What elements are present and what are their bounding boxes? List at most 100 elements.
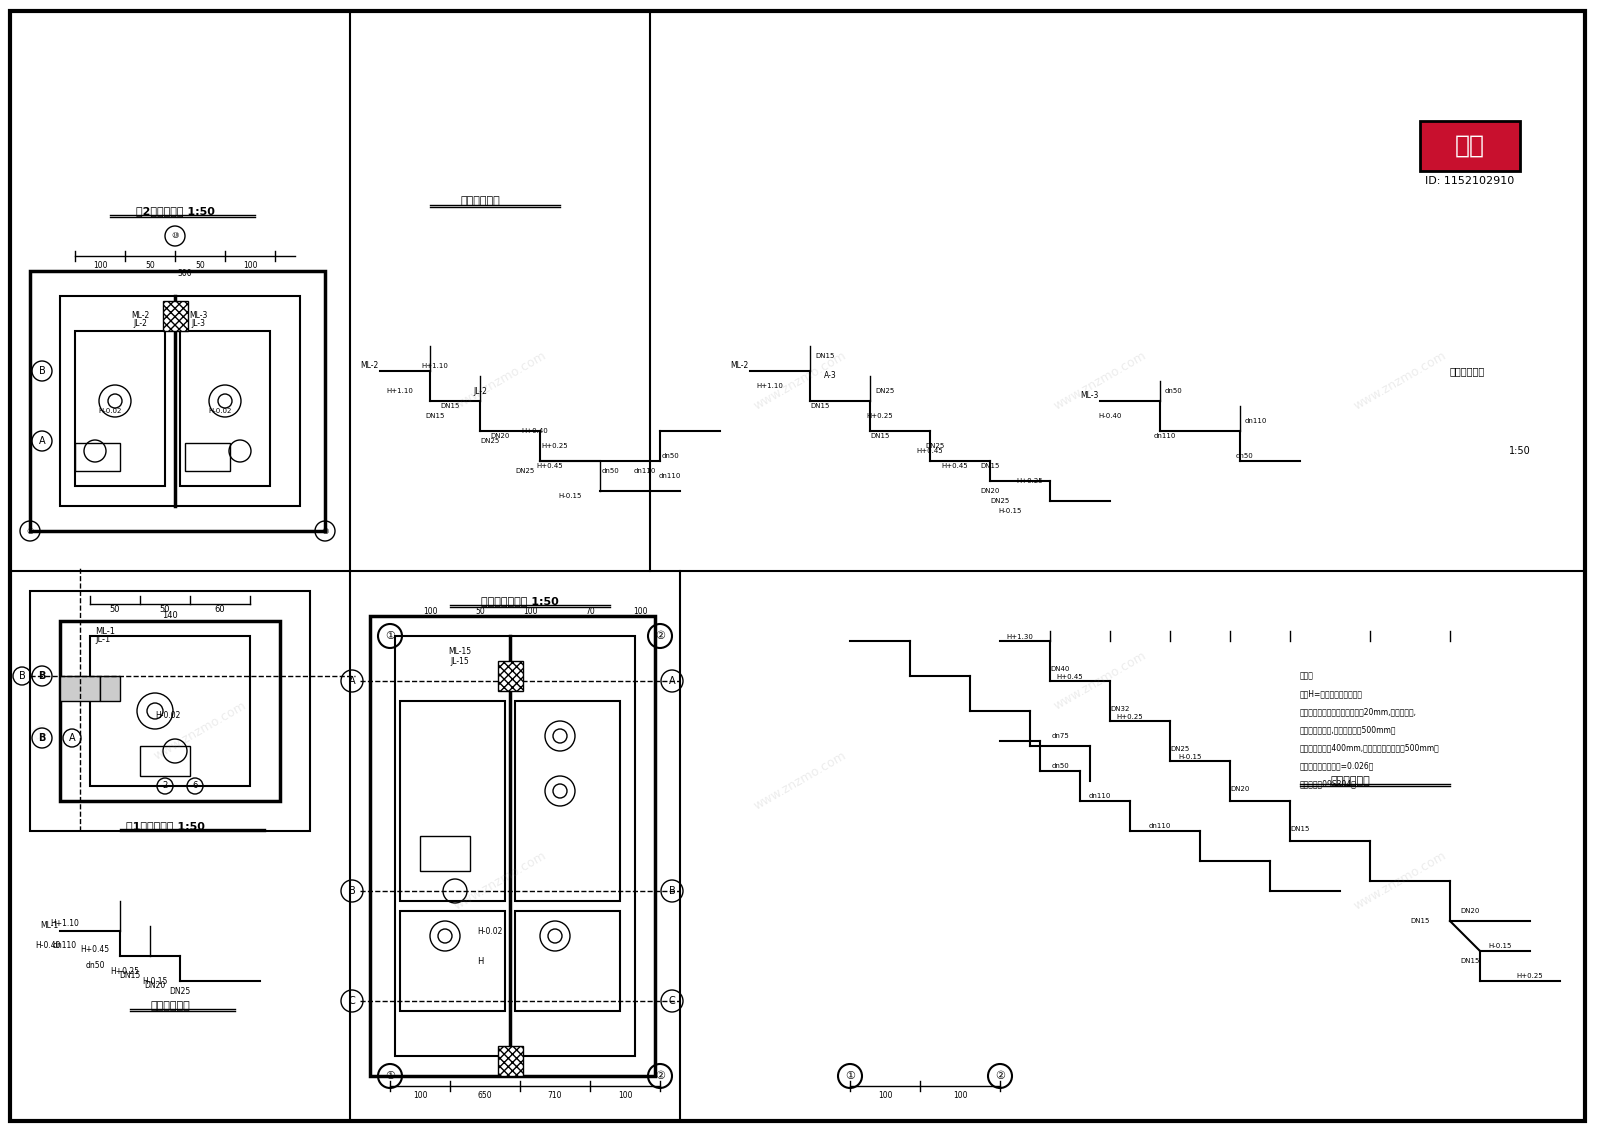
Text: H+0.25: H+0.25 (1117, 714, 1144, 720)
Bar (99, 676, 120, 701)
Text: 卫1平面大样图 1:50: 卫1平面大样图 1:50 (125, 821, 205, 831)
Bar (61, 296, 301, 506)
Bar (141, 746, 190, 776)
Text: DN15: DN15 (810, 403, 830, 409)
Text: ML-2: ML-2 (730, 362, 749, 371)
Text: H+1.10: H+1.10 (51, 918, 80, 927)
Text: www.znzmo.com: www.znzmo.com (451, 849, 549, 913)
Text: DN40: DN40 (1050, 666, 1070, 672)
Text: www.znzmo.com: www.znzmo.com (752, 749, 848, 813)
Text: www.znzmo.com: www.znzmo.com (752, 349, 848, 413)
Text: H+0.45: H+0.45 (917, 448, 944, 454)
Text: H-0.02: H-0.02 (98, 408, 122, 414)
Text: 50: 50 (110, 605, 120, 614)
Text: ML-2: ML-2 (360, 362, 378, 371)
Bar (61, 621, 280, 801)
Text: 50: 50 (160, 605, 170, 614)
Text: H+0.45: H+0.45 (536, 463, 563, 469)
Text: DN15: DN15 (870, 433, 890, 439)
Text: JL-2: JL-2 (474, 387, 486, 396)
Text: dn110: dn110 (53, 941, 77, 950)
Text: H+0.25: H+0.25 (110, 967, 139, 976)
Bar (186, 443, 230, 470)
Text: DN25: DN25 (170, 986, 190, 995)
Text: H-0.02: H-0.02 (208, 408, 232, 414)
Text: www.znzmo.com: www.znzmo.com (1352, 349, 1448, 413)
Text: 60: 60 (214, 605, 226, 614)
Text: DN25: DN25 (925, 443, 944, 449)
Text: 下端加设清水器,给水网水大饐500mm。: 下端加设清水器,给水网水大饐500mm。 (1299, 725, 1397, 734)
Text: B: B (38, 671, 46, 681)
Text: 100: 100 (618, 1091, 632, 1100)
Text: dn110: dn110 (659, 473, 682, 480)
Text: 2: 2 (162, 782, 168, 791)
Bar (75, 331, 165, 486)
Text: H+0.25: H+0.25 (542, 443, 568, 449)
Bar (515, 701, 621, 901)
Text: H+1.10: H+1.10 (421, 363, 448, 369)
Text: ML-3: ML-3 (1080, 391, 1098, 400)
Text: 给排水轴测图: 给排水轴测图 (150, 1001, 190, 1011)
Bar (400, 910, 506, 1011)
Text: H+1.10: H+1.10 (387, 388, 413, 394)
Text: H+0.45: H+0.45 (942, 463, 968, 469)
Bar (395, 636, 635, 1056)
Text: ⑩: ⑩ (322, 527, 328, 535)
Text: H+1.30: H+1.30 (1006, 634, 1034, 640)
Text: DN15: DN15 (120, 972, 141, 981)
Bar (515, 910, 621, 1011)
Text: H-0.15: H-0.15 (1488, 943, 1512, 949)
Text: ML-1: ML-1 (40, 922, 58, 931)
Text: 300: 300 (178, 269, 192, 278)
Text: dn110: dn110 (1149, 823, 1171, 829)
Text: H-0.15: H-0.15 (142, 976, 168, 985)
Text: 水横度水展安裄附设=0.026。: 水横度水展安裄附设=0.026。 (1299, 761, 1374, 770)
Text: dn110: dn110 (1245, 418, 1267, 424)
Text: 卫生间备参09S304。: 卫生间备参09S304。 (1299, 779, 1357, 788)
Text: 50: 50 (475, 606, 485, 615)
Text: DN25: DN25 (875, 388, 894, 394)
Text: A: A (38, 435, 45, 446)
Bar (419, 836, 470, 871)
Text: ML-15: ML-15 (448, 647, 472, 656)
Text: 100: 100 (422, 606, 437, 615)
Text: B: B (349, 886, 355, 896)
Bar (179, 331, 270, 486)
Text: H+0.45: H+0.45 (80, 944, 109, 953)
Text: dn110: dn110 (1090, 793, 1110, 798)
Text: dn50: dn50 (85, 961, 104, 970)
Text: 100: 100 (632, 606, 648, 615)
Text: dn50: dn50 (1165, 388, 1182, 394)
Text: dn50: dn50 (1051, 763, 1069, 769)
Text: dn75: dn75 (1051, 733, 1069, 739)
Bar (498, 1046, 523, 1076)
Text: 100: 100 (413, 1091, 427, 1100)
Text: DN20: DN20 (1230, 786, 1250, 792)
Text: H-0.40: H-0.40 (1098, 413, 1122, 418)
Text: dn50: dn50 (1237, 454, 1254, 459)
Text: dn50: dn50 (661, 454, 678, 459)
Text: DN15: DN15 (1290, 826, 1310, 832)
Text: JL-2: JL-2 (133, 319, 147, 328)
Text: H: H (477, 957, 483, 966)
Text: H+0.25: H+0.25 (1517, 973, 1544, 979)
Text: ②: ② (995, 1071, 1005, 1081)
Text: 公卫平面大样图 1:50: 公卫平面大样图 1:50 (482, 596, 558, 606)
Text: ML-1: ML-1 (94, 627, 115, 636)
Text: 图中H=为卫生间地面标高。: 图中H=为卫生间地面标高。 (1299, 689, 1363, 698)
Bar (61, 676, 99, 701)
Text: dn110: dn110 (1154, 433, 1176, 439)
Text: dn50: dn50 (602, 468, 619, 474)
Text: ML-2: ML-2 (131, 311, 149, 320)
Text: DN15: DN15 (426, 413, 445, 418)
Text: 1:50: 1:50 (1509, 446, 1531, 456)
Text: 注明：: 注明： (1299, 671, 1314, 680)
Text: 卫生间地漏间距400mm,公共卫生间地漏间距500mm。: 卫生间地漏间距400mm,公共卫生间地漏间距500mm。 (1299, 743, 1440, 752)
Text: 50: 50 (195, 261, 205, 270)
Text: 140: 140 (162, 612, 178, 621)
Text: ①: ① (386, 631, 395, 641)
Text: B: B (38, 733, 46, 743)
Bar (400, 701, 506, 901)
Text: ①: ① (845, 1071, 854, 1081)
Bar (90, 636, 250, 786)
